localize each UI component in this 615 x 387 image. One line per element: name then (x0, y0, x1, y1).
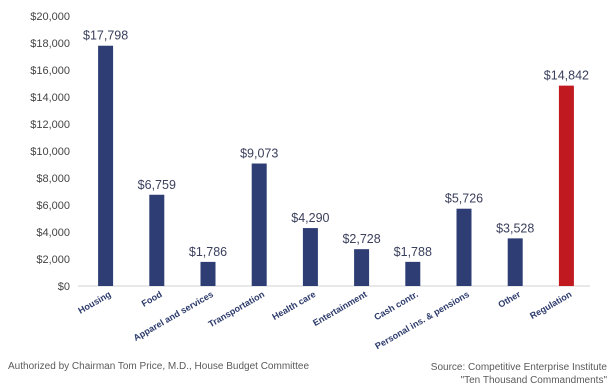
data-label: $3,528 (496, 221, 534, 235)
data-label: $6,759 (138, 178, 176, 192)
bar (98, 45, 114, 286)
y-tick-label: $6,000 (36, 200, 70, 212)
y-tick-label: $0 (58, 281, 70, 293)
bar (354, 249, 370, 286)
y-tick-label: $14,000 (30, 92, 70, 104)
data-label: $1,786 (189, 245, 227, 259)
bar (302, 228, 318, 286)
data-label: $4,290 (291, 211, 329, 225)
y-tick-label: $12,000 (30, 119, 70, 131)
y-tick-label: $10,000 (30, 146, 70, 158)
bar (558, 85, 574, 287)
data-label: $2,728 (342, 232, 380, 246)
category-label: Food (140, 289, 164, 309)
category-label: Entertainment (311, 289, 368, 328)
footer-source: Source: Competitive Enterprise Institute… (431, 361, 607, 387)
category-label: Other (496, 289, 522, 310)
category-label: Personal ins. & pensions (373, 289, 471, 351)
y-tick-label: $8,000 (36, 173, 70, 185)
bar (251, 163, 267, 286)
y-tick-label: $18,000 (30, 38, 70, 50)
bar (507, 238, 523, 286)
category-label: Transportation (207, 289, 267, 329)
data-label: $1,788 (394, 245, 432, 259)
y-axis: $0 $2,000 $4,000 $6,000 $8,000 $10,000 $12,000… (30, 11, 70, 293)
footer-source-line1: Source: Competitive Enterprise Institute (430, 362, 607, 373)
footer-credit: Authorized by Chairman Tom Price, M.D., … (8, 361, 310, 372)
category-label: Cash contr. (372, 289, 419, 322)
bar (405, 261, 421, 286)
data-label: $5,726 (445, 192, 483, 206)
y-tick-label: $20,000 (30, 11, 70, 23)
category-label: Housing (76, 289, 112, 316)
y-tick-label: $16,000 (30, 65, 70, 77)
data-label: $14,842 (544, 69, 589, 83)
bar (456, 208, 472, 286)
category-label: Health care (270, 289, 317, 322)
bar (200, 261, 216, 286)
bar-chart: $0 $2,000 $4,000 $6,000 $8,000 $10,000 $12,000… (30, 11, 590, 351)
y-tick-label: $4,000 (36, 227, 70, 239)
footer-source-line2: "Ten Thousand Commandments" (460, 375, 607, 386)
bar (149, 194, 165, 286)
data-label: $9,073 (240, 147, 278, 161)
data-label: $17,798 (83, 29, 128, 43)
category-label: Regulation (528, 289, 573, 321)
data-labels: $17,798 $6,759 $1,786 $9,073 $4,290 $2,728 $1,… (83, 29, 589, 259)
y-tick-label: $2,000 (36, 254, 70, 266)
bars (98, 45, 574, 287)
